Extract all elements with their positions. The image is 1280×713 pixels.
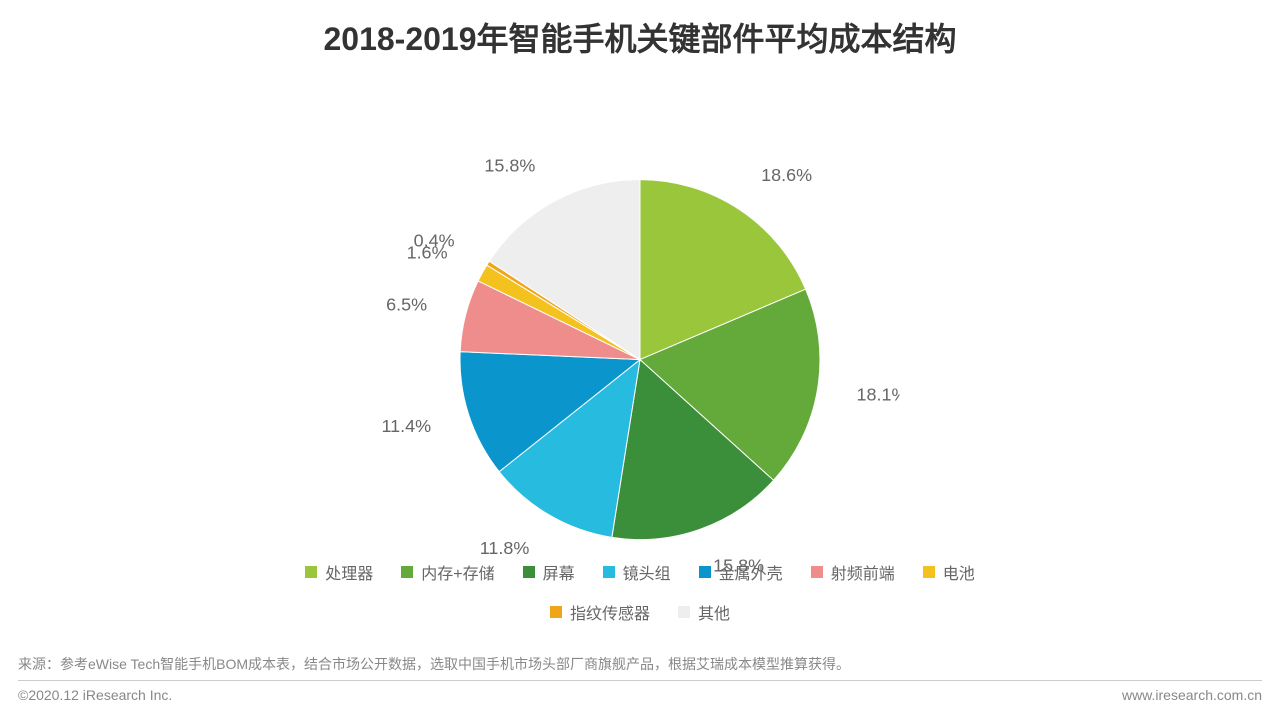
chart-container: 2018-2019年智能手机关键部件平均成本结构 18.6% 18.1% 15.8%… <box>0 0 1280 713</box>
legend-item: 内存+存储 <box>401 560 494 584</box>
slice-label: 11.8% <box>480 538 530 558</box>
legend-swatch <box>678 606 690 618</box>
footer-site: www.iresearch.com.cn <box>1122 687 1262 703</box>
footer-copyright: ©2020.12 iResearch Inc. <box>18 687 172 703</box>
legend-item: 镜头组 <box>603 560 671 584</box>
legend-swatch <box>923 566 935 578</box>
legend: 处理器 内存+存储 屏幕 镜头组 金属外壳 射频前端 电池指纹传感器 其他 <box>260 560 1020 624</box>
legend-item: 电池 <box>923 560 975 584</box>
legend-label: 金属外壳 <box>719 560 783 584</box>
slice-label: 0.4% <box>414 231 455 251</box>
legend-swatch <box>523 566 535 578</box>
slice-label: 15.8% <box>484 155 535 175</box>
pie-chart: 18.6%18.1%15.8%11.8%11.4%6.5%1.6%0.4%15.… <box>380 100 899 619</box>
footer-rule <box>18 680 1262 681</box>
legend-label: 内存+存储 <box>421 560 494 584</box>
legend-label: 指纹传感器 <box>570 600 650 624</box>
slice-label: 18.1% <box>857 385 900 405</box>
legend-item: 屏幕 <box>523 560 575 584</box>
legend-item: 处理器 <box>305 560 373 584</box>
legend-swatch <box>699 566 711 578</box>
chart-title: 2018-2019年智能手机关键部件平均成本结构 <box>0 0 1280 60</box>
legend-item: 其他 <box>678 600 730 624</box>
slice-label: 6.5% <box>386 294 427 314</box>
legend-swatch <box>811 566 823 578</box>
slice-label: 18.6% <box>761 165 812 185</box>
legend-label: 镜头组 <box>623 560 671 584</box>
legend-label: 处理器 <box>325 560 373 584</box>
pie-svg: 18.6%18.1%15.8%11.8%11.4%6.5%1.6%0.4%15.… <box>380 100 899 619</box>
legend-item: 指纹传感器 <box>550 600 650 624</box>
legend-label: 射频前端 <box>831 560 895 584</box>
footer-source: 来源：参考eWise Tech智能手机BOM成本表，结合市场公开数据，选取中国手… <box>18 654 1262 674</box>
legend-label: 电池 <box>943 560 975 584</box>
legend-swatch <box>603 566 615 578</box>
legend-label: 其他 <box>698 600 730 624</box>
legend-swatch <box>550 606 562 618</box>
slice-label: 11.4% <box>381 416 431 436</box>
legend-swatch <box>305 566 317 578</box>
legend-item: 金属外壳 <box>699 560 783 584</box>
legend-swatch <box>401 566 413 578</box>
legend-item: 射频前端 <box>811 560 895 584</box>
legend-label: 屏幕 <box>543 560 575 584</box>
footer: 来源：参考eWise Tech智能手机BOM成本表，结合市场公开数据，选取中国手… <box>0 654 1280 713</box>
